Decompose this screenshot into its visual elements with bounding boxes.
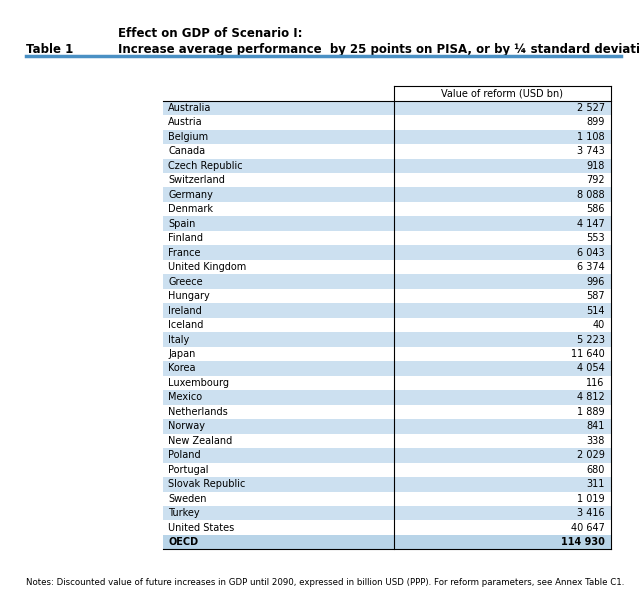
Text: Spain: Spain: [168, 219, 196, 229]
Text: 311: 311: [586, 479, 605, 489]
Text: 4 147: 4 147: [577, 219, 605, 229]
Text: 1 889: 1 889: [577, 407, 605, 417]
Text: 1 019: 1 019: [577, 494, 605, 504]
Text: Belgium: Belgium: [168, 132, 209, 142]
Text: Iceland: Iceland: [168, 320, 204, 330]
Text: 116: 116: [586, 378, 605, 388]
Text: 11 640: 11 640: [571, 349, 605, 359]
Text: 8 088: 8 088: [577, 189, 605, 200]
Text: France: France: [168, 248, 201, 258]
Text: Austria: Austria: [168, 118, 203, 127]
Text: 5 223: 5 223: [577, 334, 605, 345]
Text: 3 743: 3 743: [577, 146, 605, 156]
Text: Table 1: Table 1: [26, 43, 73, 56]
Text: 514: 514: [586, 305, 605, 315]
Text: Sweden: Sweden: [168, 494, 207, 504]
Text: Finland: Finland: [168, 233, 204, 243]
Text: 918: 918: [586, 161, 605, 170]
Text: United States: United States: [168, 523, 235, 533]
Text: United Kingdom: United Kingdom: [168, 262, 246, 272]
Text: 586: 586: [586, 204, 605, 214]
Text: Notes: Discounted value of future increases in GDP until 2090, expressed in bill: Notes: Discounted value of future increa…: [26, 578, 624, 587]
Text: 338: 338: [586, 436, 605, 446]
Text: Czech Republic: Czech Republic: [168, 161, 243, 170]
Text: 114 930: 114 930: [561, 537, 605, 547]
Text: New Zealand: New Zealand: [168, 436, 232, 446]
Text: Denmark: Denmark: [168, 204, 213, 214]
Text: Hungary: Hungary: [168, 291, 210, 301]
Text: 4 054: 4 054: [577, 364, 605, 374]
Text: 2 029: 2 029: [577, 450, 605, 460]
Text: OECD: OECD: [168, 537, 198, 547]
Text: 4 812: 4 812: [577, 393, 605, 402]
Text: Australia: Australia: [168, 103, 212, 113]
Text: Netherlands: Netherlands: [168, 407, 228, 417]
Text: Canada: Canada: [168, 146, 205, 156]
Text: Poland: Poland: [168, 450, 201, 460]
Text: 553: 553: [586, 233, 605, 243]
Text: Greece: Greece: [168, 277, 203, 286]
Text: Portugal: Portugal: [168, 465, 209, 475]
Text: 680: 680: [586, 465, 605, 475]
Text: 899: 899: [586, 118, 605, 127]
Text: Ireland: Ireland: [168, 305, 202, 315]
Text: 40: 40: [593, 320, 605, 330]
Text: 841: 841: [586, 421, 605, 431]
Text: Mexico: Mexico: [168, 393, 202, 402]
Text: 996: 996: [586, 277, 605, 286]
Text: Value of reform (USD bn): Value of reform (USD bn): [442, 89, 563, 99]
Text: 2 527: 2 527: [577, 103, 605, 113]
Text: 40 647: 40 647: [571, 523, 605, 533]
Text: Norway: Norway: [168, 421, 205, 431]
Text: Germany: Germany: [168, 189, 213, 200]
Text: Turkey: Turkey: [168, 508, 200, 518]
Text: Japan: Japan: [168, 349, 196, 359]
Text: 6 043: 6 043: [577, 248, 605, 258]
Text: 587: 587: [586, 291, 605, 301]
Text: 3 416: 3 416: [577, 508, 605, 518]
Text: Slovak Republic: Slovak Republic: [168, 479, 246, 489]
Text: Korea: Korea: [168, 364, 196, 374]
Text: 1 108: 1 108: [577, 132, 605, 142]
Text: Switzerland: Switzerland: [168, 175, 225, 185]
Text: Luxembourg: Luxembourg: [168, 378, 229, 388]
Text: Increase average performance  by 25 points on PISA, or by ¼ standard deviation: Increase average performance by 25 point…: [118, 43, 640, 56]
Text: Italy: Italy: [168, 334, 189, 345]
Text: Effect on GDP of Scenario I:: Effect on GDP of Scenario I:: [118, 27, 303, 40]
Text: 6 374: 6 374: [577, 262, 605, 272]
Text: 792: 792: [586, 175, 605, 185]
